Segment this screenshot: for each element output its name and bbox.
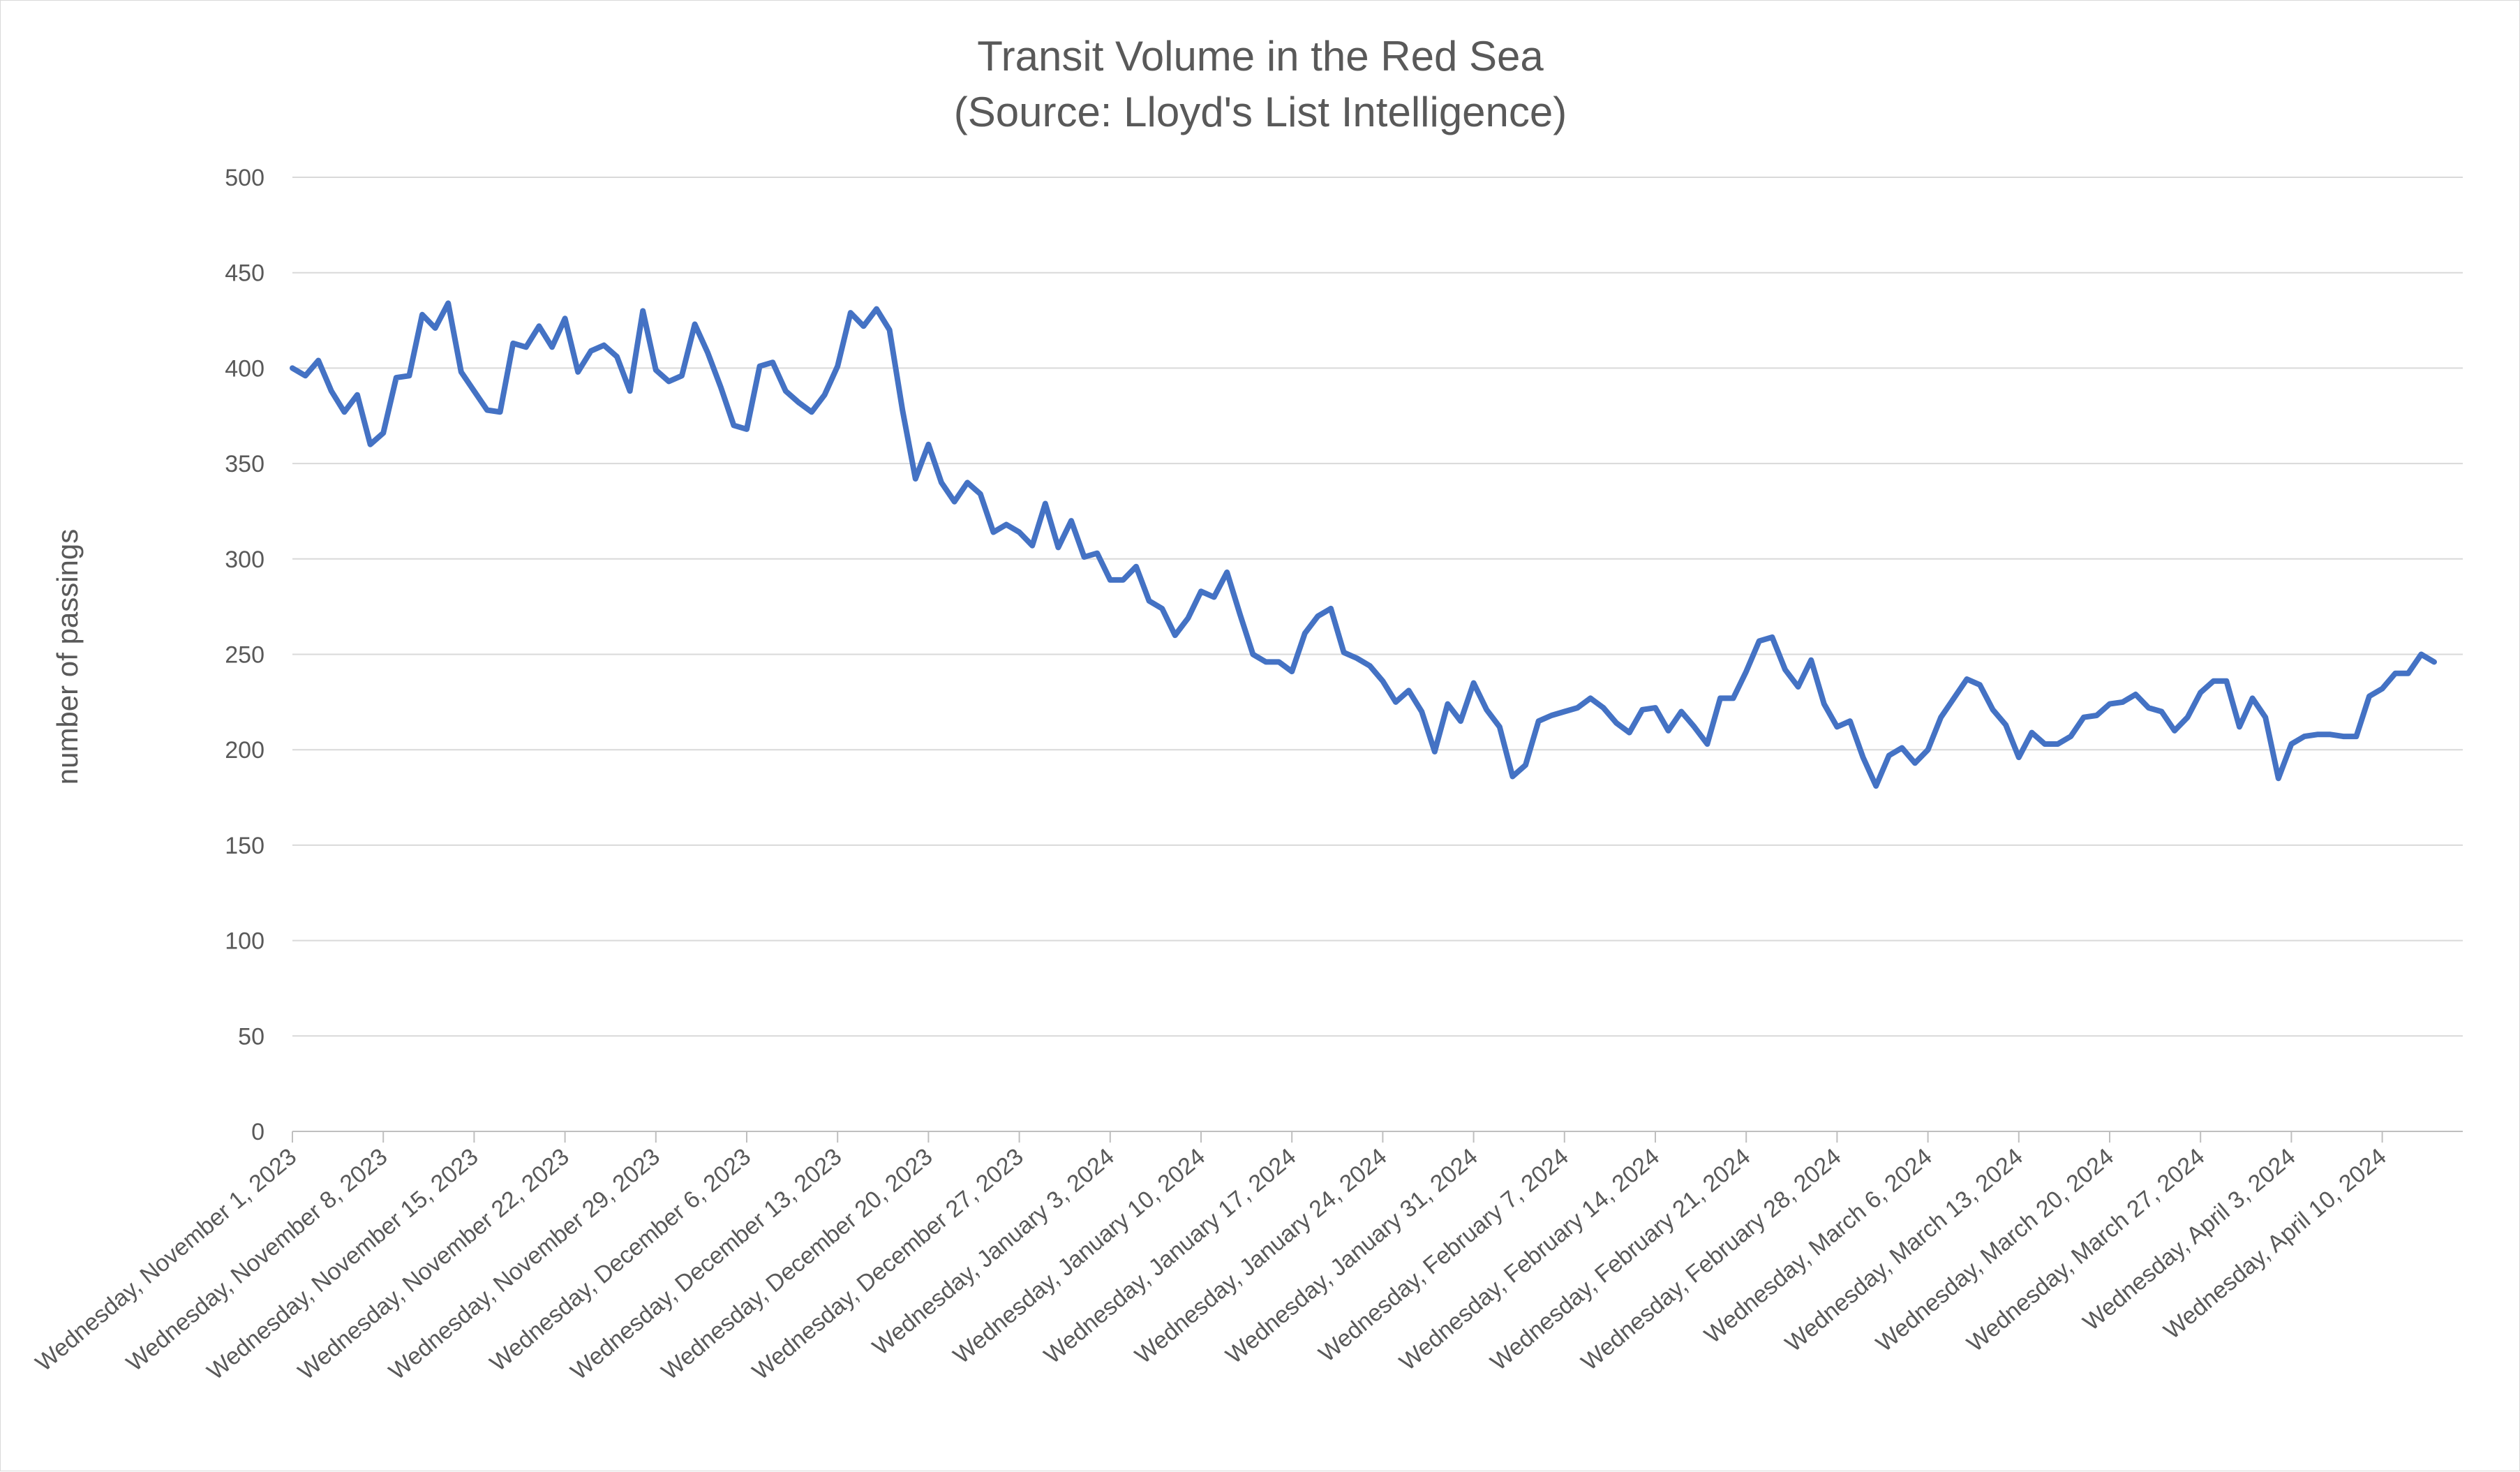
y-axis-ticks: 0 50 100 150 200 250 300 350 400 450 500 [225, 165, 264, 1145]
series-layer [290, 300, 2437, 789]
y-tick-label: 250 [225, 642, 264, 669]
y-tick-label: 50 [238, 1023, 264, 1050]
y-tick-label: 300 [225, 547, 264, 573]
series-line [290, 300, 2437, 789]
y-tick-label: 350 [225, 451, 264, 477]
chart-subtitle: (Source: Lloyd's List Intelligence) [954, 89, 1567, 135]
chart-title: Transit Volume in the Red Sea [977, 33, 1544, 80]
y-tick-label: 450 [225, 260, 264, 287]
y-tick-label: 200 [225, 737, 264, 764]
y-tick-label: 400 [225, 355, 264, 382]
y-axis-label: number of passings [51, 529, 84, 785]
gridlines [292, 177, 2463, 1037]
y-tick-label: 0 [251, 1119, 264, 1145]
y-tick-label: 500 [225, 165, 264, 191]
y-tick-label: 150 [225, 833, 264, 859]
y-tick-label: 100 [225, 928, 264, 955]
